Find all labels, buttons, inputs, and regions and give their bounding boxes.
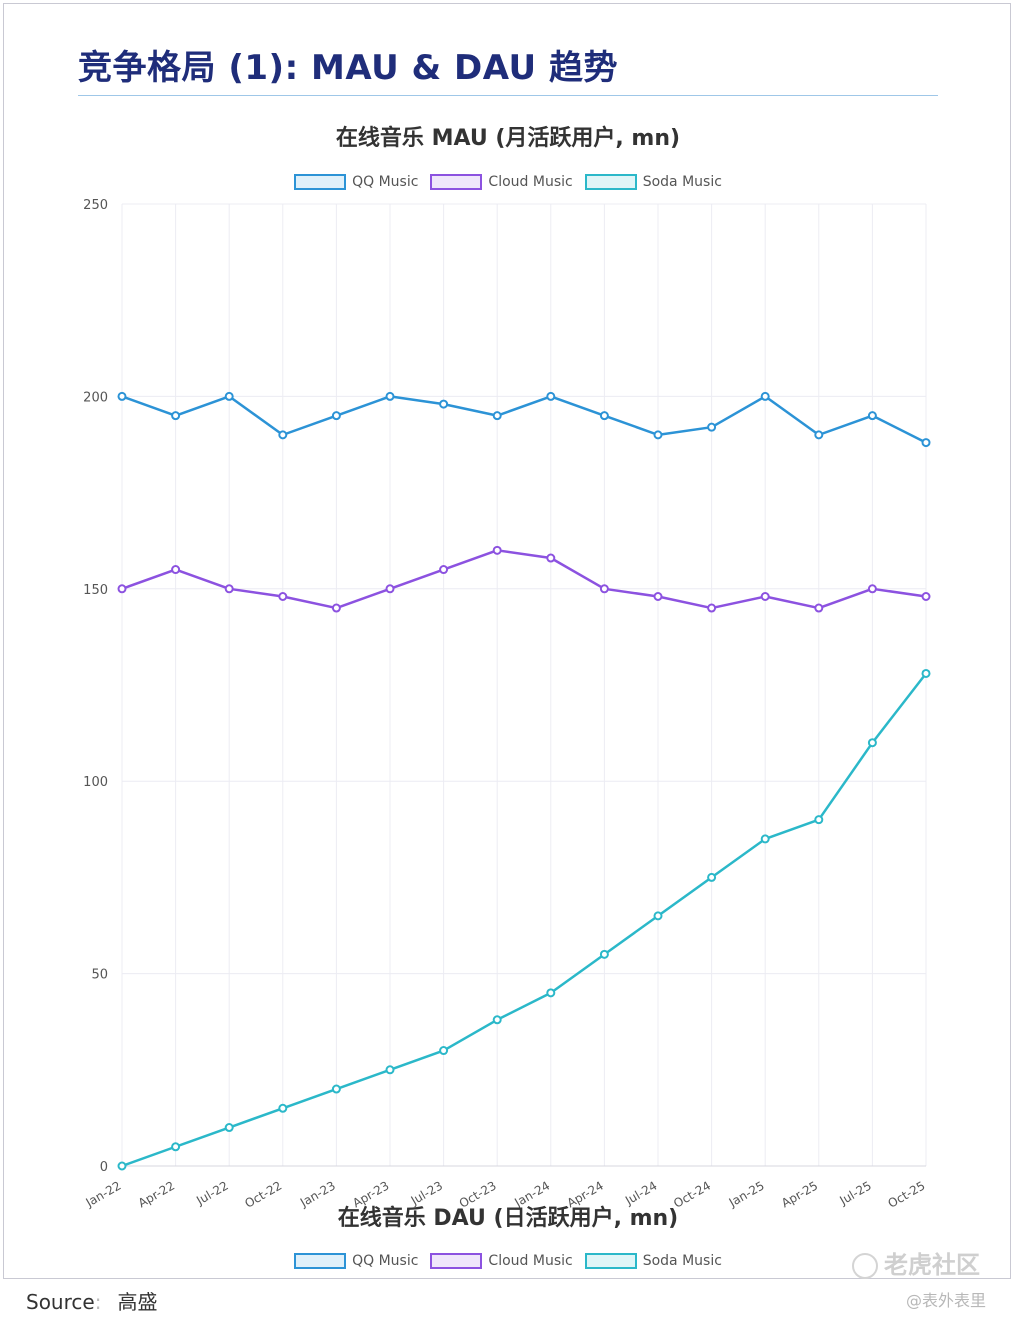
data-point-qq: [760, 391, 770, 401]
data-point-cloud: [492, 545, 502, 555]
data-point-qq: [653, 430, 663, 440]
data-point-soda: [599, 949, 609, 959]
mau-legend-label-qq: QQ Music: [352, 174, 419, 190]
watermark-handle: @表外表里: [906, 1291, 987, 1310]
data-point-soda: [921, 668, 931, 678]
data-point-qq: [921, 438, 931, 448]
data-point-cloud: [278, 591, 288, 601]
dau-legend-label-soda: Soda Music: [642, 1253, 722, 1269]
data-point-soda: [439, 1046, 449, 1056]
data-point-soda: [278, 1103, 288, 1113]
data-point-soda: [117, 1161, 127, 1171]
mau-legend-item-soda[interactable]: Soda Music: [584, 174, 722, 190]
data-point-soda: [760, 834, 770, 844]
data-point-soda: [814, 815, 824, 825]
data-point-cloud: [171, 565, 181, 575]
data-point-qq: [117, 391, 127, 401]
dau-legend: QQ Music Cloud Music Soda Music: [0, 1253, 1016, 1269]
dau-legend-item-cloud[interactable]: Cloud Music: [430, 1253, 573, 1269]
dau-legend-label-qq: QQ Music: [352, 1253, 419, 1269]
source-colon: :: [94, 1290, 102, 1314]
data-point-soda: [385, 1065, 395, 1075]
title-divider: [78, 95, 938, 96]
data-point-qq: [814, 430, 824, 440]
tiger-icon: [852, 1253, 878, 1279]
data-point-qq: [599, 411, 609, 421]
data-point-qq: [492, 411, 502, 421]
page-title: 竞争格局 (1): MAU & DAU 趋势: [78, 48, 618, 88]
dau-legend-item-qq[interactable]: QQ Music: [294, 1253, 418, 1269]
series-line-soda: [121, 672, 927, 1168]
y-tick-label: 250: [83, 198, 108, 213]
data-point-soda: [224, 1123, 234, 1133]
data-point-qq: [331, 411, 341, 421]
data-point-cloud: [599, 584, 609, 594]
content-frame: [3, 3, 1011, 1279]
mau-legend-label-cloud: Cloud Music: [488, 174, 573, 190]
data-point-cloud: [653, 591, 663, 601]
qq-legend-swatch: [294, 1253, 347, 1269]
source-value: 高盛: [117, 1290, 158, 1314]
y-tick-label: 100: [83, 775, 108, 790]
data-point-soda: [492, 1015, 502, 1025]
dau-chart-title: 在线音乐 DAU (日活跃用户, mn): [337, 1206, 679, 1231]
watermark-logo: 老虎社区: [852, 1245, 980, 1280]
series-line-qq: [121, 395, 927, 444]
dau-legend-label-cloud: Cloud Music: [488, 1253, 573, 1269]
source-note: Source: 高盛: [26, 1286, 157, 1315]
data-point-cloud: [814, 603, 824, 613]
soda-legend-swatch: [584, 174, 637, 190]
data-point-qq: [439, 399, 449, 409]
y-tick-label: 200: [83, 390, 108, 405]
data-point-soda: [707, 872, 717, 882]
data-point-cloud: [385, 584, 395, 594]
data-point-cloud: [760, 591, 770, 601]
data-point-cloud: [331, 603, 341, 613]
dau-legend-item-soda[interactable]: Soda Music: [584, 1253, 722, 1269]
soda-legend-swatch: [584, 1253, 637, 1269]
data-point-cloud: [867, 584, 877, 594]
data-point-qq: [278, 430, 288, 440]
qq-legend-swatch: [294, 174, 347, 190]
data-point-qq: [224, 391, 234, 401]
y-tick-label: 50: [91, 968, 108, 983]
data-point-soda: [331, 1084, 341, 1094]
data-point-cloud: [546, 553, 556, 563]
data-point-cloud: [921, 591, 931, 601]
data-point-cloud: [439, 565, 449, 575]
source-label: Source: [26, 1290, 95, 1314]
data-point-cloud: [707, 603, 717, 613]
data-point-soda: [171, 1142, 181, 1152]
mau-chart-title: 在线音乐 MAU (月活跃用户, mn): [335, 126, 681, 151]
data-point-qq: [546, 391, 556, 401]
data-point-qq: [171, 411, 181, 421]
mau-legend-item-qq[interactable]: QQ Music: [294, 174, 418, 190]
data-point-cloud: [224, 584, 234, 594]
mau-legend-item-cloud[interactable]: Cloud Music: [430, 174, 573, 190]
cloud-legend-swatch: [430, 1253, 483, 1269]
y-tick-label: 150: [83, 583, 108, 598]
cloud-legend-swatch: [430, 174, 483, 190]
mau-legend: QQ Music Cloud Music Soda Music: [0, 174, 1016, 190]
mau-legend-label-soda: Soda Music: [642, 174, 722, 190]
data-point-qq: [385, 391, 395, 401]
data-point-qq: [867, 411, 877, 421]
series-line-cloud: [121, 549, 927, 610]
y-tick-label: 0: [100, 1160, 108, 1175]
data-point-cloud: [117, 584, 127, 594]
data-point-soda: [546, 988, 556, 998]
data-point-qq: [707, 422, 717, 432]
data-point-soda: [653, 911, 663, 921]
data-point-soda: [867, 738, 877, 748]
watermark-logo-text: 老虎社区: [884, 1251, 980, 1279]
